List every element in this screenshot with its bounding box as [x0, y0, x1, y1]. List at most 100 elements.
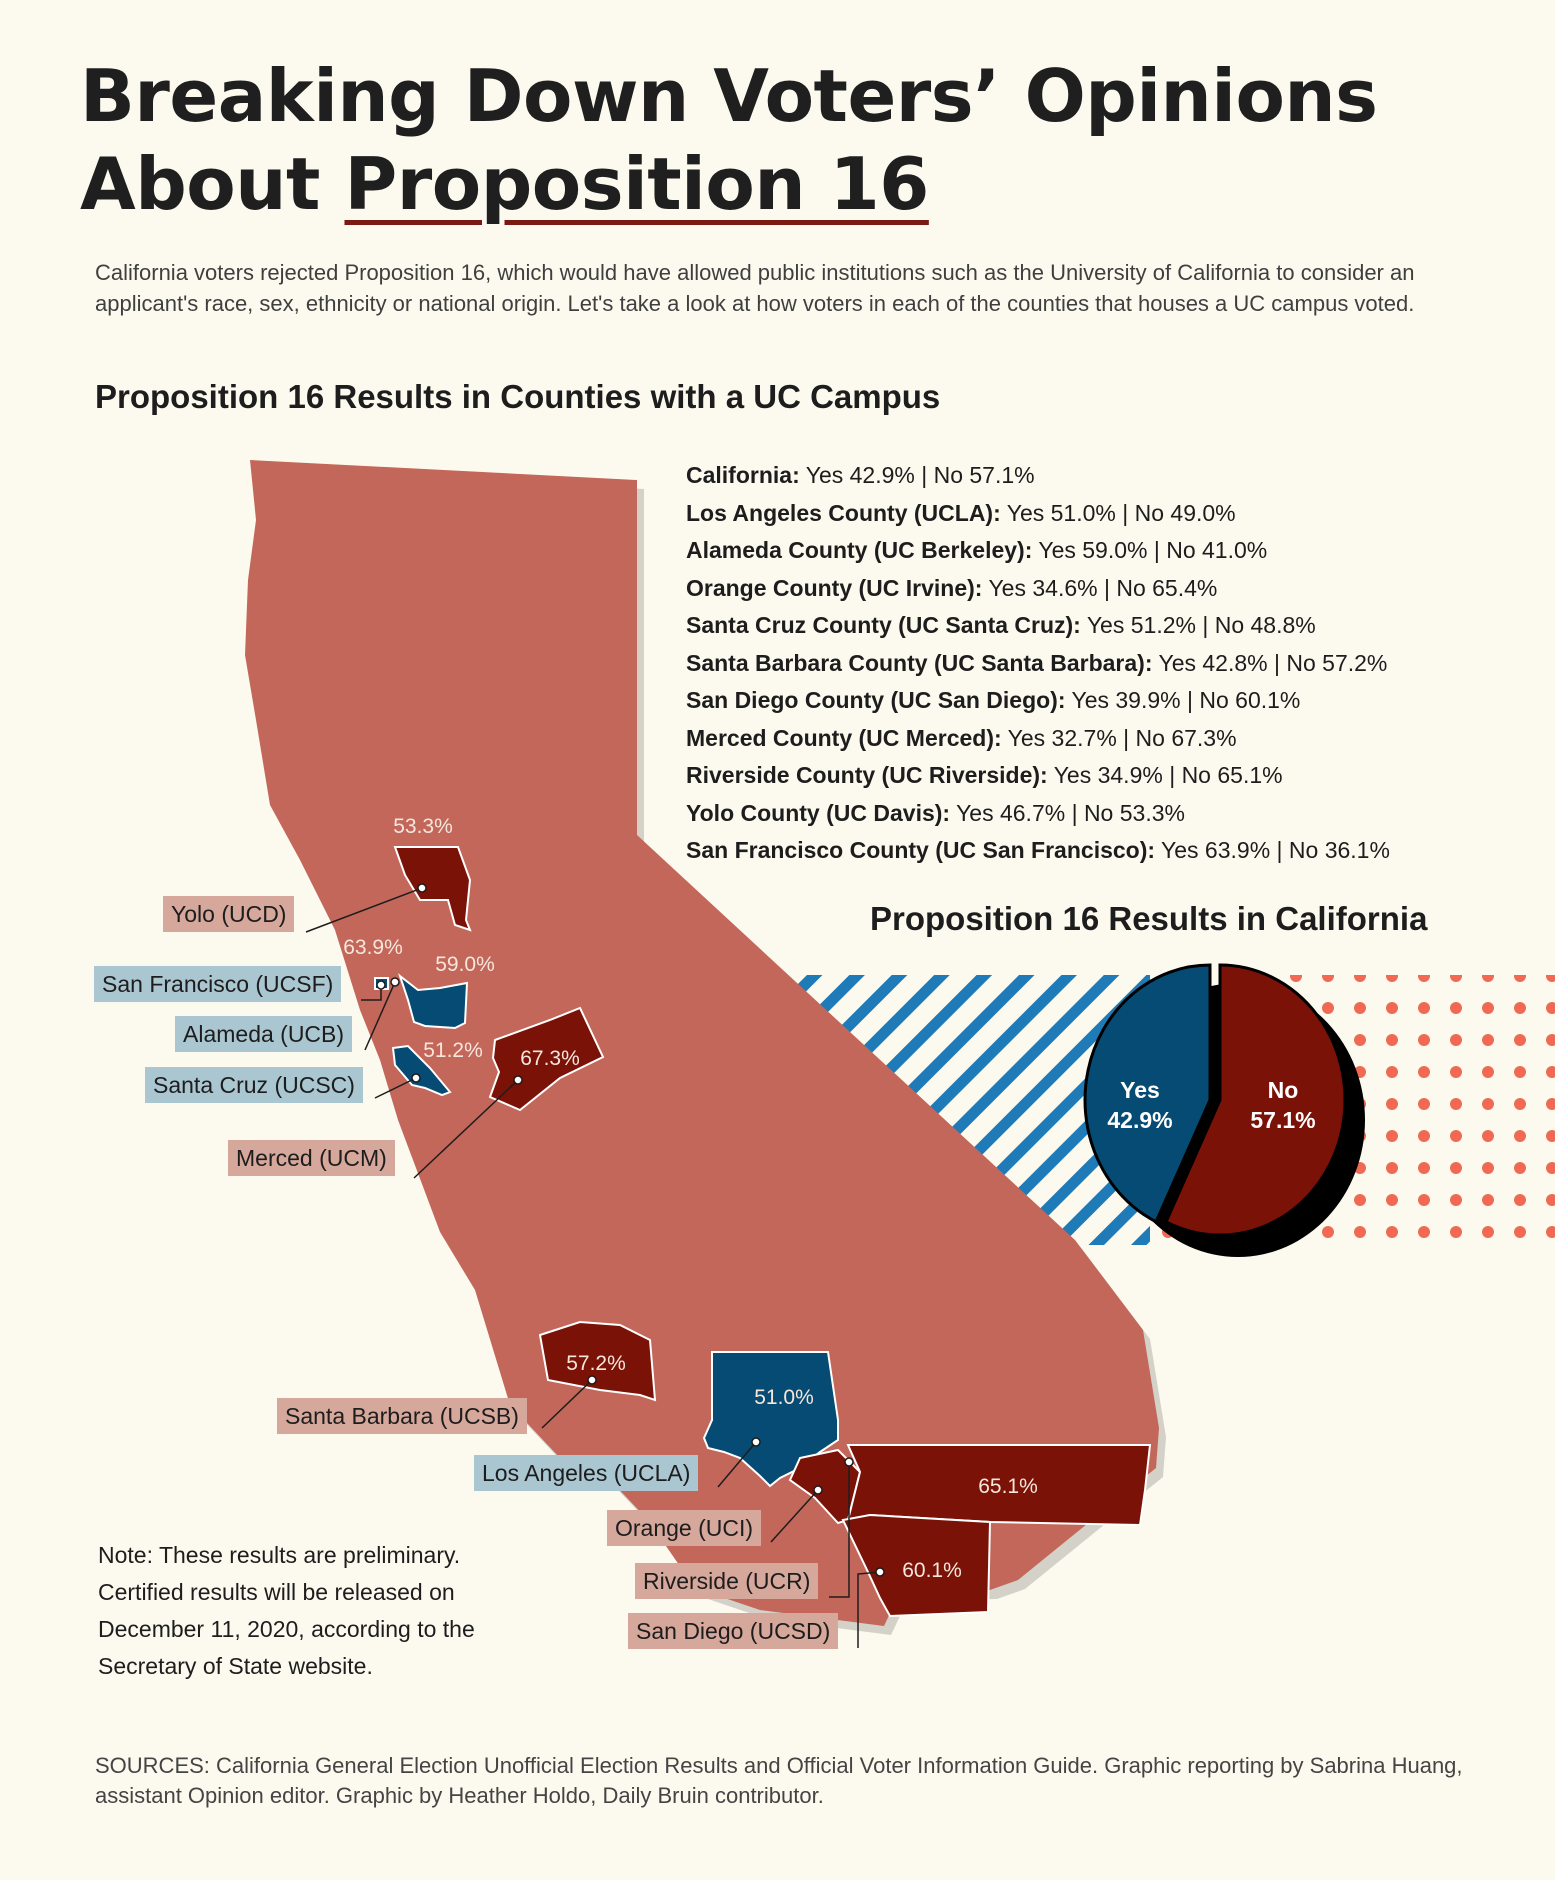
- pie-chart: Yes 42.9% No 57.1%: [1083, 963, 1365, 1257]
- pie-slice-no: [1164, 963, 1347, 1237]
- pie-yes-value: 42.9%: [1107, 1107, 1172, 1133]
- santabarbara-point: [587, 1375, 597, 1385]
- riverside-label: Riverside (UCR): [635, 1563, 819, 1599]
- orange-label: Orange (UCI): [607, 1510, 762, 1546]
- yolo-pct: 53.3%: [393, 815, 453, 838]
- result-row: Los Angeles County (UCLA): Yes 51.0% | N…: [686, 495, 1390, 533]
- losangeles-pct: 51.0%: [754, 1386, 814, 1409]
- alameda-county: [398, 973, 469, 1030]
- merced-leader: [413, 1079, 519, 1179]
- leader-points: [376, 883, 885, 1577]
- pie-slices: [1083, 963, 1347, 1237]
- sources-credits: SOURCES: California General Election Uno…: [95, 1753, 1463, 1808]
- result-values: Yes 59.0% | No 41.0%: [1038, 537, 1268, 563]
- yolo-leader: [305, 887, 423, 933]
- alameda-label: Alameda (UCB): [175, 1016, 353, 1052]
- santa-barbara-county: [538, 1320, 657, 1402]
- result-county-name: Yolo County (UC Davis):: [686, 799, 951, 826]
- result-row: Alameda County (UC Berkeley): Yes 59.0% …: [686, 532, 1390, 570]
- alameda-leader: [364, 981, 396, 1051]
- result-row: San Francisco County (UC San Francisco):…: [686, 832, 1390, 870]
- result-values: Yes 42.9% | No 57.1%: [805, 462, 1035, 488]
- result-county-name: Santa Barbara County (UC Santa Barbara):: [686, 649, 1153, 676]
- losangeles-leader: [717, 1441, 757, 1488]
- result-row: Merced County (UC Merced): Yes 32.7% | N…: [686, 720, 1390, 758]
- orange-leader: [770, 1489, 819, 1543]
- title-line-2-underlined: Proposition 16: [344, 142, 929, 226]
- result-county-name: California:: [686, 462, 800, 488]
- los-angeles-county: [702, 1351, 839, 1488]
- result-county-name: San Francisco County (UC San Francisco):: [686, 837, 1156, 863]
- pie-yes-label: Yes: [1120, 1077, 1160, 1103]
- sf-pct: 63.9%: [343, 936, 403, 959]
- santacruz-leader: [374, 1077, 417, 1099]
- result-county-name: Alameda County (UC Berkeley):: [686, 537, 1033, 563]
- sf-label: San Francisco (UCSF): [94, 966, 342, 1002]
- california-state: [245, 460, 1159, 1626]
- riverside-leader: [829, 1462, 850, 1598]
- result-county-name: San Diego County (UC San Diego):: [686, 687, 1066, 713]
- pie-no-label: No: [1268, 1077, 1299, 1103]
- result-row: Yolo County (UC Davis): Yes 46.7% | No 5…: [686, 795, 1390, 833]
- result-values: Yes 63.9% | No 36.1%: [1161, 837, 1390, 863]
- sf-leader: [361, 985, 382, 1001]
- orange-point: [813, 1485, 823, 1495]
- result-row: Santa Barbara County (UC Santa Barbara):…: [686, 645, 1390, 683]
- result-row: Santa Cruz County (UC Santa Cruz): Yes 5…: [686, 607, 1390, 645]
- result-row: California: Yes 42.9% | No 57.1%: [686, 457, 1390, 495]
- santabarbara-label: Santa Barbara (UCSB): [277, 1398, 527, 1434]
- result-county-name: Santa Cruz County (UC Santa Cruz):: [686, 612, 1081, 638]
- result-county-name: Los Angeles County (UCLA):: [686, 499, 1001, 526]
- county-results-list: California: Yes 42.9% | No 57.1% Los Ange…: [686, 457, 1390, 870]
- map-heading: Proposition 16 Results in Counties with …: [95, 378, 941, 415]
- santacruz-label: Santa Cruz (UCSC): [145, 1067, 363, 1103]
- pie-no-value: 57.1%: [1250, 1107, 1315, 1133]
- result-row: San Diego County (UC San Diego): Yes 39.…: [686, 682, 1390, 720]
- pie-heading: Proposition 16 Results in California: [870, 900, 1428, 937]
- riverside-point: [844, 1457, 854, 1467]
- riverside-pct: 65.1%: [978, 1475, 1038, 1498]
- result-row: Riverside County (UC Riverside): Yes 34.…: [686, 757, 1390, 795]
- santa-cruz-county: [391, 1044, 452, 1097]
- result-county-name: Merced County (UC Merced):: [686, 724, 1002, 751]
- leader-lines: [305, 887, 881, 1648]
- sandiego-label: San Diego (UCSD): [628, 1613, 839, 1649]
- result-values: Yes 42.8% | No 57.2%: [1158, 649, 1388, 676]
- pie-slice-yes: [1083, 963, 1212, 1224]
- merced-label: Merced (UCM): [228, 1140, 395, 1176]
- title-line-2-prefix: About: [80, 142, 345, 226]
- merced-point: [513, 1075, 523, 1085]
- result-values: Yes 34.9% | No 65.1%: [1053, 762, 1283, 788]
- result-values: Yes 46.7% | No 53.3%: [956, 799, 1185, 826]
- preliminary-note: Note: These results are preliminary. Cer…: [98, 1542, 475, 1679]
- result-county-name: Riverside County (UC Riverside):: [686, 762, 1048, 788]
- sandiego-point: [875, 1567, 885, 1577]
- yolo-point: [417, 883, 427, 893]
- santabarbara-leader: [541, 1379, 593, 1429]
- santabarbara-pct: 57.2%: [566, 1352, 626, 1375]
- result-values: Yes 39.9% | No 60.1%: [1071, 687, 1301, 713]
- page-title: Breaking Down Voters’ Opinions About Pro…: [80, 52, 1378, 228]
- sandiego-leader: [857, 1571, 881, 1648]
- alameda-point: [390, 977, 400, 987]
- alameda-pct: 59.0%: [435, 953, 495, 976]
- sf-point: [376, 980, 386, 990]
- intro-paragraph: California voters rejected Proposition 1…: [95, 260, 1415, 316]
- result-values: Yes 51.0% | No 49.0%: [1006, 499, 1236, 526]
- losangeles-label: Los Angeles (UCLA): [474, 1455, 699, 1491]
- losangeles-point: [751, 1437, 761, 1447]
- title-line-1: Breaking Down Voters’ Opinions: [80, 54, 1378, 138]
- result-county-name: Orange County (UC Irvine):: [686, 574, 983, 601]
- merced-pct: 67.3%: [520, 1047, 580, 1070]
- sandiego-pct: 60.1%: [902, 1559, 962, 1582]
- result-values: Yes 51.2% | No 48.8%: [1086, 612, 1316, 638]
- result-values: Yes 34.6% | No 65.4%: [988, 574, 1218, 601]
- result-values: Yes 32.7% | No 67.3%: [1007, 724, 1237, 751]
- san-diego-county: [841, 1513, 992, 1618]
- yolo-county: [393, 846, 472, 932]
- yolo-label: Yolo (UCD): [163, 896, 295, 932]
- result-row: Orange County (UC Irvine): Yes 34.6% | N…: [686, 570, 1390, 608]
- santacruz-pct: 51.2%: [423, 1039, 483, 1062]
- santacruz-point: [411, 1073, 421, 1083]
